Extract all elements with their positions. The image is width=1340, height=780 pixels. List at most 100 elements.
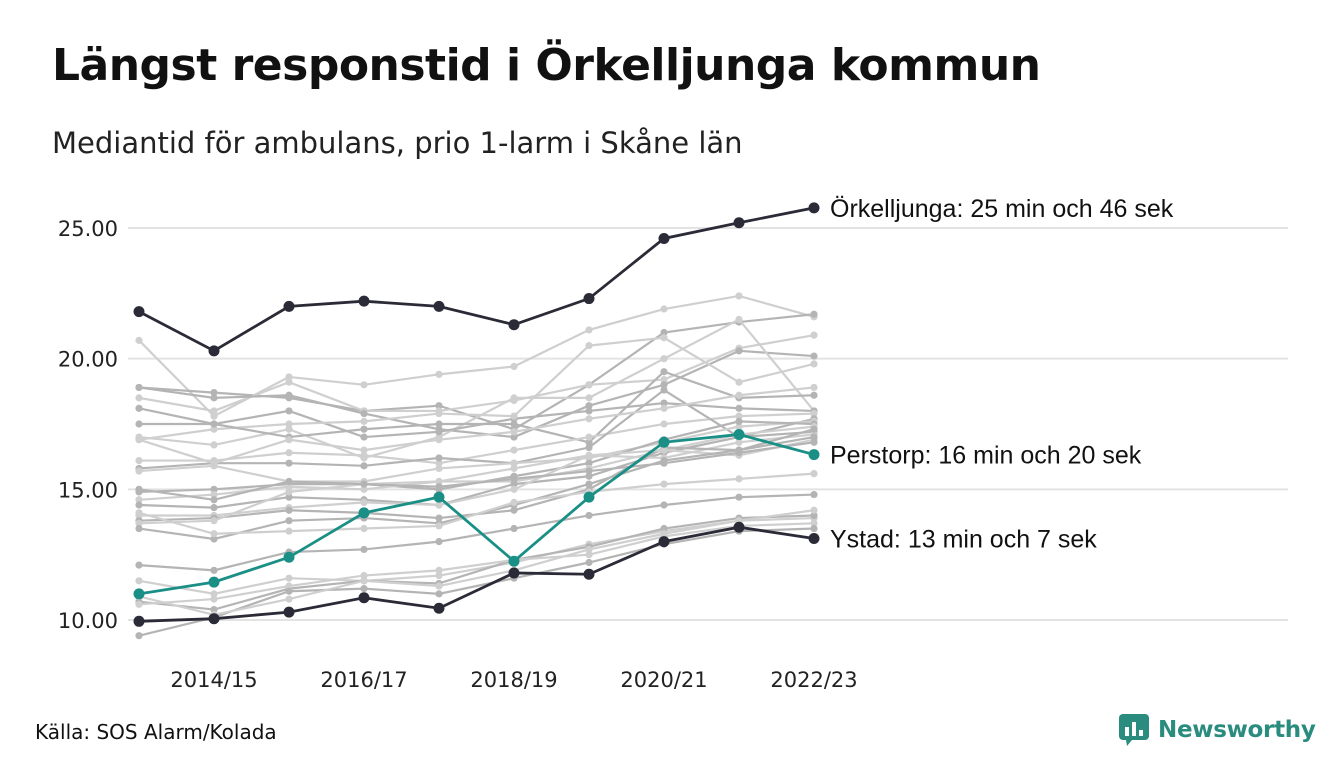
data-point bbox=[360, 485, 368, 493]
data-point bbox=[660, 404, 668, 412]
data-point bbox=[585, 551, 593, 559]
data-point bbox=[210, 590, 218, 598]
data-point bbox=[135, 436, 143, 444]
data-point bbox=[283, 551, 295, 563]
background-series-line bbox=[135, 368, 818, 446]
series-path bbox=[138, 401, 815, 439]
data-point bbox=[360, 480, 368, 488]
data-point bbox=[735, 378, 743, 386]
series--rkelljunga bbox=[133, 202, 820, 357]
series-path bbox=[138, 516, 815, 595]
data-point bbox=[810, 352, 818, 360]
data-point bbox=[583, 293, 595, 305]
series-path bbox=[138, 313, 815, 431]
series-path bbox=[138, 522, 815, 606]
data-point bbox=[285, 506, 293, 514]
data-point bbox=[585, 443, 593, 452]
data-point bbox=[810, 470, 818, 478]
data-point bbox=[585, 326, 593, 334]
data-point bbox=[660, 328, 668, 337]
data-point bbox=[210, 420, 218, 428]
data-point bbox=[585, 438, 593, 446]
data-point bbox=[285, 493, 293, 501]
data-point bbox=[435, 409, 443, 418]
data-point bbox=[508, 319, 520, 331]
series-path bbox=[138, 318, 815, 460]
data-point bbox=[660, 355, 668, 363]
data-point bbox=[810, 425, 818, 433]
data-point bbox=[735, 475, 743, 483]
data-point bbox=[285, 582, 293, 590]
data-point bbox=[435, 582, 443, 590]
series-path bbox=[138, 525, 815, 623]
data-point bbox=[585, 472, 593, 480]
data-point bbox=[435, 566, 443, 574]
data-point bbox=[285, 407, 293, 415]
y-tick-label: 10.00 bbox=[58, 609, 118, 633]
data-point bbox=[735, 417, 743, 425]
data-point bbox=[135, 577, 143, 585]
x-tick-label: 2014/15 bbox=[170, 668, 257, 692]
x-tick-label: 2016/17 bbox=[320, 668, 407, 692]
data-point bbox=[585, 394, 593, 402]
data-point bbox=[510, 464, 518, 473]
data-point bbox=[660, 334, 668, 342]
data-point bbox=[135, 394, 143, 402]
data-point bbox=[135, 420, 143, 428]
data-point bbox=[360, 571, 368, 580]
data-point bbox=[135, 336, 143, 344]
series-callout: Ystad: 13 min och 7 sek bbox=[830, 525, 1097, 553]
data-point bbox=[360, 446, 368, 454]
series-callouts: Örkelljunga: 25 min och 46 sek Perstorp: … bbox=[830, 195, 1174, 554]
data-point bbox=[735, 347, 743, 355]
series-path bbox=[138, 386, 815, 465]
data-point bbox=[735, 391, 743, 399]
series-path bbox=[138, 441, 815, 501]
data-point bbox=[135, 524, 143, 533]
series-path bbox=[138, 433, 815, 596]
background-series-line bbox=[135, 334, 818, 444]
data-point bbox=[510, 524, 518, 533]
data-point bbox=[733, 428, 745, 440]
data-point bbox=[585, 558, 593, 567]
background-series-line bbox=[135, 438, 818, 504]
data-point bbox=[510, 498, 518, 506]
data-point bbox=[585, 511, 593, 520]
data-point bbox=[285, 574, 293, 582]
data-point bbox=[660, 375, 668, 384]
data-point bbox=[735, 315, 743, 324]
data-point bbox=[210, 490, 218, 499]
series-callout: Perstorp: 16 min och 20 sek bbox=[830, 442, 1142, 470]
data-point bbox=[135, 600, 143, 608]
data-point bbox=[208, 576, 220, 588]
y-axis-ticks: 10.00 15.00 20.00 25.00 bbox=[58, 217, 118, 633]
data-point bbox=[735, 449, 743, 457]
data-point bbox=[660, 420, 668, 428]
data-point bbox=[360, 462, 368, 470]
data-point bbox=[660, 480, 668, 488]
data-point bbox=[810, 511, 818, 520]
data-point bbox=[810, 310, 818, 318]
data-point bbox=[210, 389, 218, 397]
data-point bbox=[510, 362, 518, 371]
data-point bbox=[810, 360, 818, 368]
data-point bbox=[135, 561, 143, 569]
series-path bbox=[138, 294, 815, 418]
data-point bbox=[585, 467, 593, 475]
data-point bbox=[735, 493, 743, 501]
data-point bbox=[210, 530, 218, 538]
data-point bbox=[658, 232, 670, 244]
data-point bbox=[585, 342, 593, 350]
source-note: Källa: SOS Alarm/Kolada bbox=[35, 720, 277, 744]
data-point bbox=[810, 383, 818, 392]
data-point bbox=[208, 345, 220, 357]
newsworthy-logo-icon bbox=[1119, 714, 1149, 746]
data-point bbox=[585, 480, 593, 488]
background-series-line bbox=[135, 383, 818, 467]
data-point bbox=[433, 300, 445, 312]
highlighted-series bbox=[133, 202, 820, 627]
series-path bbox=[138, 472, 815, 535]
data-point bbox=[660, 381, 668, 389]
data-point bbox=[210, 459, 218, 467]
data-point bbox=[133, 615, 145, 627]
